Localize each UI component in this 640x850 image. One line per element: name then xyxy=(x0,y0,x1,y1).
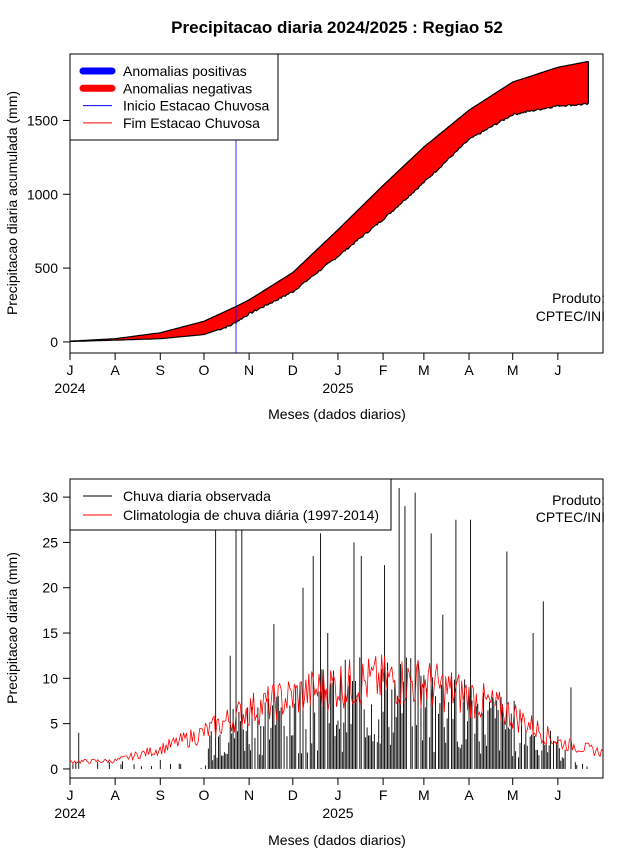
panel-1-x-tick-label: J xyxy=(334,362,341,378)
legend-label: Fim Estacao Chuvosa xyxy=(123,115,260,131)
panel-2-annotation-line-1: Produto: xyxy=(552,492,605,508)
panel-2-x-tick-label: N xyxy=(244,787,254,803)
panel-2-year-label: 2025 xyxy=(322,805,353,821)
panel-2-y-tick-label: 30 xyxy=(42,489,58,505)
panel-2-y-tick-label: 15 xyxy=(42,625,58,641)
panel-1-y-tick-label: 500 xyxy=(35,260,59,276)
panel-1-x-tick-label: D xyxy=(288,362,298,378)
panel-2-x-tick-label: A xyxy=(110,787,120,803)
panel-2-x-tick-label: F xyxy=(379,787,388,803)
panel-1-y-tick-label: 1500 xyxy=(27,112,58,128)
legend-label: Inicio Estacao Chuvosa xyxy=(123,98,270,114)
panel-1-x-tick-label: F xyxy=(379,362,388,378)
panel-2-x-tick-label: J xyxy=(67,787,74,803)
legend-label: Anomalias positivas xyxy=(123,63,247,79)
panel-1-x-tick-label: A xyxy=(110,362,120,378)
panel-1-x-tick-label: S xyxy=(156,362,165,378)
negative-anomaly-area xyxy=(70,61,589,342)
panel-1-x-tick-label: N xyxy=(244,362,254,378)
panel-1-year-label: 2025 xyxy=(322,380,353,396)
panel-2-y-tick-label: 5 xyxy=(50,716,58,732)
panel-2-x-tick-label: J xyxy=(334,787,341,803)
panel-2-x-tick-label: A xyxy=(464,787,474,803)
chart-title: Precipitacao diaria 2024/2025 : Regiao 5… xyxy=(171,18,503,37)
panel-2-y-tick-label: 20 xyxy=(42,580,58,596)
observed-cumulative-line xyxy=(69,102,589,343)
panel-2-x-tick-label: D xyxy=(288,787,298,803)
panel-2-y-tick-label: 25 xyxy=(42,534,58,550)
panel-1-xlabel: Meses (dados diarios) xyxy=(268,406,406,422)
panel-2-xlabel: Meses (dados diarios) xyxy=(268,832,406,848)
panel-1-x-tick-label: O xyxy=(199,362,210,378)
panel-1-x-tick-label: A xyxy=(464,362,474,378)
panel-2-year-label: 2024 xyxy=(54,805,85,821)
panel-1-x-tick-label: M xyxy=(507,362,519,378)
climatology-daily-line xyxy=(70,654,603,765)
panel-1-y-tick-label: 1000 xyxy=(27,186,58,202)
panel-2-ylabel: Precipitacao diaria (mm) xyxy=(4,552,20,704)
legend-label: Chuva diaria observada xyxy=(123,488,271,504)
panel-2-x-tick-label: M xyxy=(507,787,519,803)
panel-2-y-tick-label: 10 xyxy=(42,670,58,686)
panel-1-plot-frame xyxy=(69,53,604,354)
panel-2-x-tick-label: M xyxy=(418,787,430,803)
panel-1-annotation-line-2: CPTEC/INI xyxy=(536,308,605,324)
panel-1-ylabel: Precipitacao diaria acumulada (mm) xyxy=(4,91,20,315)
panel-1-year-label: 2024 xyxy=(54,380,85,396)
panel-1-x-tick-label: M xyxy=(418,362,430,378)
panel-2-annotation-line-2: CPTEC/INI xyxy=(536,509,605,525)
panel-1-annotation-line-1: Produto: xyxy=(552,290,605,306)
legend-label: Climatologia de chuva diária (1997-2014) xyxy=(123,507,379,523)
climatology-cumulative-line xyxy=(69,60,589,342)
panel-1-y-tick-label: 0 xyxy=(50,334,58,350)
panel-2-y-tick-label: 0 xyxy=(50,761,58,777)
cumulative-precipitation-panel: Precipitacao diaria acumulada (mm) Meses… xyxy=(4,53,605,422)
panel-2-legend: Chuva diaria observada Climatologia de ch… xyxy=(69,478,392,531)
panel-2-legend-box xyxy=(69,478,392,531)
panel-2-x-tick-label: S xyxy=(156,787,165,803)
panel-1-x-tick-label: J xyxy=(67,362,74,378)
panel-1-x-tick-label: J xyxy=(554,362,561,378)
panel-2-x-tick-label: O xyxy=(199,787,210,803)
daily-precipitation-panel: Precipitacao diaria (mm) Meses (dados di… xyxy=(4,478,605,848)
legend-label: Anomalias negativas xyxy=(123,80,252,96)
panel-2-x-tick-label: J xyxy=(554,787,561,803)
panel-2-plot-area xyxy=(70,488,603,769)
